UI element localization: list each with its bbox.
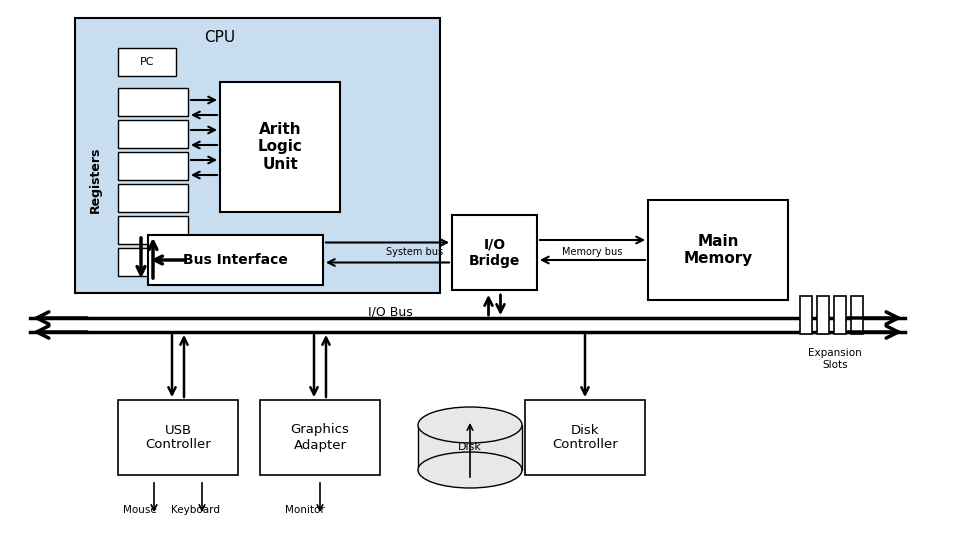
Text: I/O Bus: I/O Bus bbox=[368, 306, 413, 319]
Bar bbox=[118, 248, 188, 276]
Bar bbox=[118, 216, 188, 244]
Bar bbox=[452, 215, 537, 290]
Bar bbox=[260, 400, 380, 475]
Text: Mouse: Mouse bbox=[123, 505, 156, 515]
Bar bbox=[648, 200, 788, 300]
Text: USB
Controller: USB Controller bbox=[145, 423, 211, 451]
Text: Expansion
Slots: Expansion Slots bbox=[808, 348, 862, 369]
Bar bbox=[817, 296, 829, 334]
Bar bbox=[148, 235, 323, 285]
Bar bbox=[525, 400, 645, 475]
Ellipse shape bbox=[418, 452, 522, 488]
Bar bbox=[118, 400, 238, 475]
Bar bbox=[118, 120, 188, 148]
Text: Registers: Registers bbox=[88, 147, 102, 213]
Bar bbox=[834, 296, 846, 334]
Text: System bus: System bus bbox=[387, 247, 444, 257]
Ellipse shape bbox=[418, 407, 522, 443]
Bar bbox=[851, 296, 863, 334]
Text: Arith
Logic
Unit: Arith Logic Unit bbox=[257, 122, 302, 172]
Bar bbox=[220, 82, 340, 212]
Text: Memory bus: Memory bus bbox=[562, 247, 622, 257]
Text: I/O
Bridge: I/O Bridge bbox=[468, 238, 520, 268]
Bar bbox=[118, 88, 188, 116]
Bar bbox=[118, 152, 188, 180]
Bar bbox=[118, 48, 176, 76]
Text: Bus Interface: Bus Interface bbox=[183, 253, 288, 267]
Text: Graphics
Adapter: Graphics Adapter bbox=[291, 423, 349, 451]
Text: Main
Memory: Main Memory bbox=[684, 234, 753, 266]
Bar bbox=[75, 18, 440, 293]
Bar bbox=[118, 184, 188, 212]
Bar bbox=[800, 296, 812, 334]
Text: Disk
Controller: Disk Controller bbox=[552, 423, 618, 451]
Text: Keyboard: Keyboard bbox=[171, 505, 220, 515]
Text: PC: PC bbox=[140, 57, 155, 67]
Text: Disk: Disk bbox=[458, 442, 482, 453]
Text: Monitor: Monitor bbox=[285, 505, 324, 515]
Text: CPU: CPU bbox=[204, 30, 235, 45]
Bar bbox=[418, 425, 522, 470]
